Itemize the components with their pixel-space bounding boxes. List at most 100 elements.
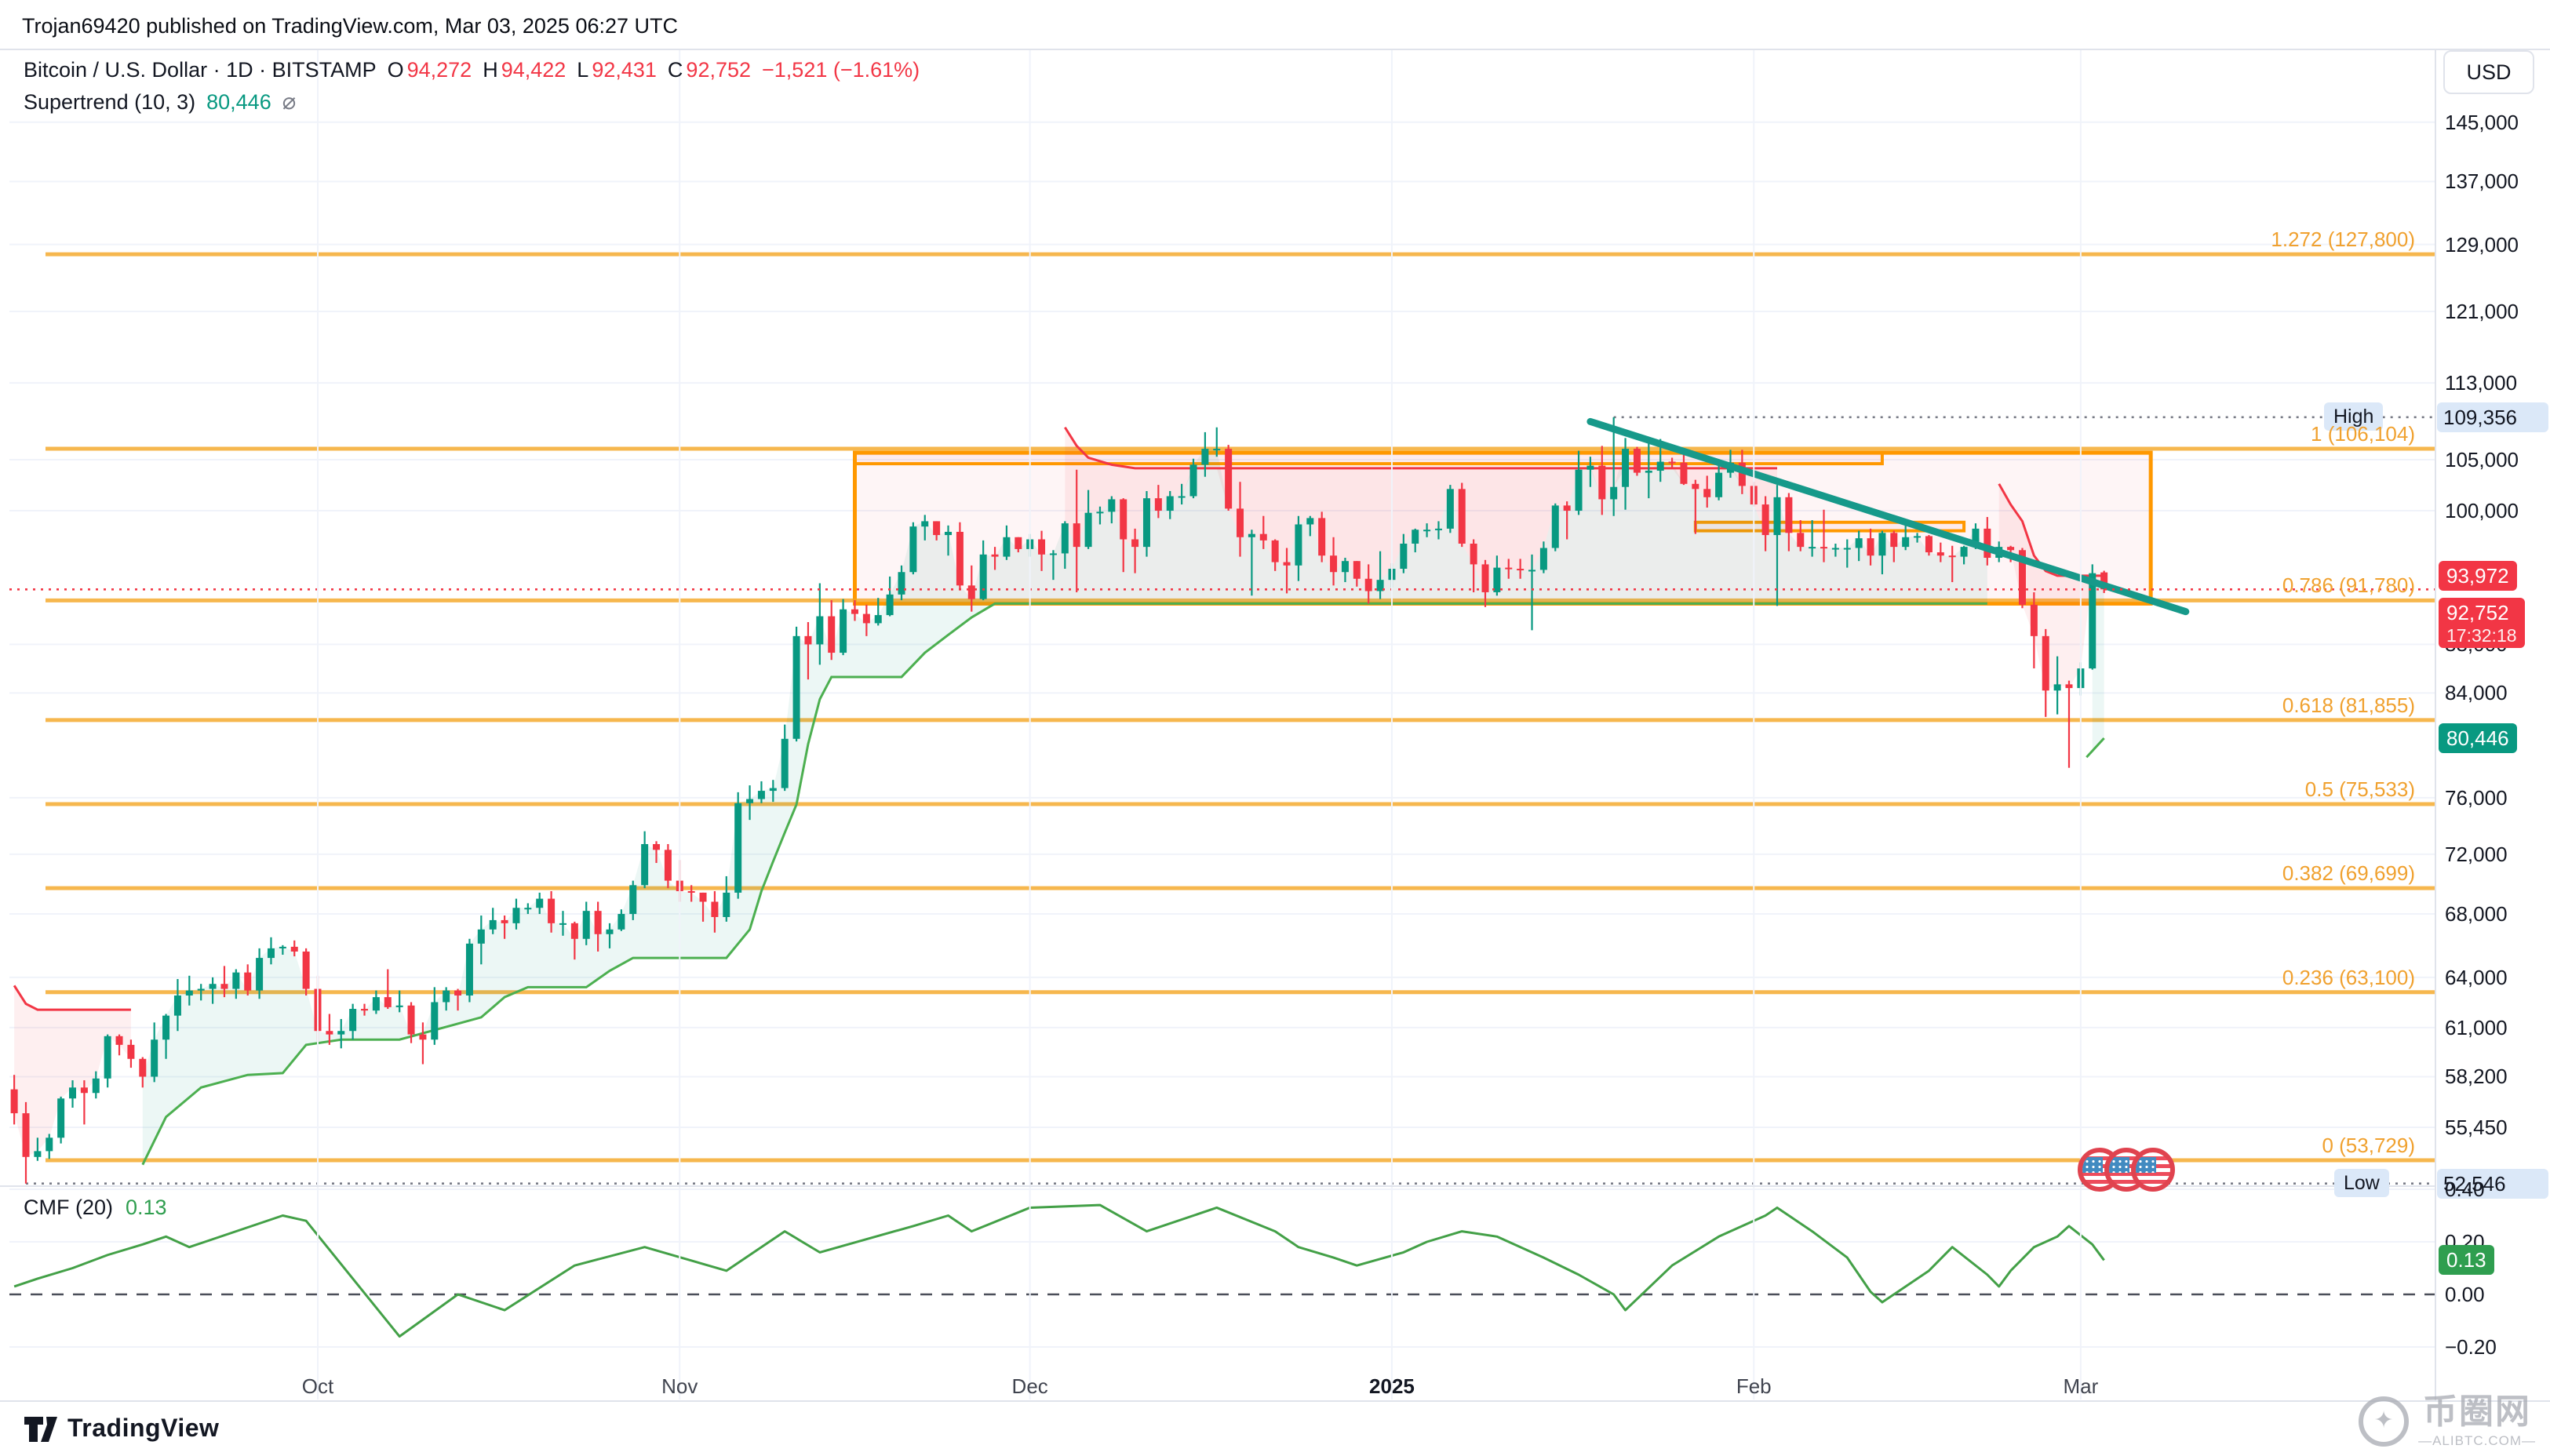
- tradingview-brand[interactable]: TradingView: [24, 1412, 219, 1443]
- candle-body: [1738, 462, 1746, 486]
- supertrend-bear-line[interactable]: [1998, 483, 2104, 577]
- candle-body: [1225, 449, 1233, 509]
- candle-body: [1283, 562, 1291, 566]
- price-axis-label[interactable]: 113,000: [2445, 371, 2518, 395]
- candle-body: [1773, 497, 1781, 536]
- price-axis-highlight[interactable]: 109,356: [2437, 402, 2548, 432]
- candle-body: [653, 843, 661, 850]
- time-axis-label[interactable]: Dec: [1011, 1374, 1048, 1398]
- candle-body: [2065, 684, 2073, 689]
- cmf-name[interactable]: CMF (20): [24, 1196, 113, 1219]
- candle-body: [1493, 567, 1501, 592]
- time-axis-label[interactable]: Nov: [661, 1374, 698, 1398]
- price-axis-label[interactable]: 84,000: [2445, 681, 2508, 705]
- supertrend-bear-line[interactable]: [13, 985, 131, 1011]
- price-axis-highlight[interactable]: 52,546: [2437, 1168, 2548, 1199]
- candle-body: [512, 908, 520, 923]
- price-axis-label[interactable]: 55,450: [2445, 1115, 2508, 1139]
- candle-body: [361, 1009, 369, 1011]
- candle-body: [1295, 524, 1302, 566]
- price-axis-label[interactable]: 61,000: [2445, 1015, 2508, 1039]
- trendline[interactable]: [1586, 417, 2190, 616]
- open-value: 94,272: [406, 58, 472, 82]
- price-axis-label[interactable]: 68,000: [2445, 902, 2508, 926]
- supertrend-bear-line[interactable]: [1064, 426, 1777, 470]
- candle-body: [2053, 684, 2061, 691]
- candle-body: [1458, 489, 1466, 544]
- pane-separator[interactable]: [0, 1185, 2435, 1187]
- candle-body: [979, 554, 987, 599]
- price-axis-label[interactable]: 105,000: [2445, 448, 2519, 471]
- fib-level-label: 0.5 (75,533): [2304, 777, 2415, 802]
- candle-body: [1353, 561, 1361, 579]
- main-pane[interactable]: [9, 121, 2435, 1185]
- candle-body: [840, 609, 847, 653]
- hide-indicator-icon[interactable]: ⌀: [282, 89, 297, 115]
- indicator-legend[interactable]: Supertrend (10, 3) 80,446 ⌀: [24, 88, 296, 115]
- candle-body: [1189, 464, 1197, 497]
- candle-body: [2030, 604, 2038, 636]
- price-axis-label[interactable]: 129,000: [2445, 232, 2519, 257]
- cmf-line[interactable]: [13, 1203, 2105, 1338]
- candle-body: [1575, 469, 1583, 511]
- fib-level-label: 0.786 (91,780): [2282, 573, 2415, 598]
- candle-body: [2018, 550, 2026, 605]
- candle-body: [582, 911, 590, 939]
- candle-body: [1551, 505, 1559, 548]
- candle-body: [57, 1098, 65, 1138]
- price-axis-label[interactable]: 72,000: [2445, 842, 2508, 866]
- candle-body: [536, 898, 544, 908]
- candle-body: [162, 1015, 170, 1040]
- cmf-axis-label[interactable]: −0.20: [2445, 1335, 2497, 1359]
- price-axis-label[interactable]: 145,000: [2445, 110, 2519, 134]
- site-watermark: ✦ 币圈网 —ALIBTC.COM—: [2359, 1395, 2536, 1447]
- candle-body: [431, 1002, 439, 1040]
- time-axis-label[interactable]: Feb: [1736, 1374, 1772, 1398]
- fib-level-label: 0.618 (81,855): [2282, 693, 2415, 717]
- candle-body: [1948, 555, 1956, 558]
- candle-body: [290, 946, 298, 952]
- candle-body: [886, 594, 894, 616]
- candle-body: [80, 1087, 88, 1094]
- symbol-title[interactable]: Bitcoin / U.S. Dollar · 1D · BITSTAMP: [24, 58, 377, 82]
- candle-body: [699, 892, 707, 902]
- price-axis-label[interactable]: 76,000: [2445, 785, 2508, 810]
- time-axis-label[interactable]: 2025: [1369, 1374, 1415, 1398]
- supertrend-bull-line[interactable]: [2086, 737, 2105, 759]
- candle-body: [1096, 511, 1104, 514]
- candle-body: [349, 1009, 357, 1032]
- candle-body: [1517, 569, 1525, 571]
- candle-body: [851, 609, 858, 614]
- cmf-axis-label[interactable]: 0.00: [2445, 1283, 2485, 1306]
- candle-body: [1972, 528, 1980, 548]
- price-axis-label[interactable]: 100,000: [2445, 499, 2519, 523]
- time-axis-label[interactable]: Oct: [301, 1374, 334, 1398]
- candle-body: [1038, 539, 1046, 555]
- candle-body: [1201, 449, 1209, 465]
- cmf-axis-label[interactable]: 0.40: [2445, 1178, 2485, 1201]
- price-axis-label[interactable]: 64,000: [2445, 965, 2508, 989]
- published-byline: Trojan69420 published on TradingView.com…: [22, 14, 679, 38]
- cmf-legend[interactable]: CMF (20) 0.13: [24, 1196, 167, 1220]
- low-value: 92,431: [592, 58, 657, 82]
- candle-body: [69, 1087, 77, 1099]
- candle-body: [46, 1138, 53, 1152]
- currency-axis-button[interactable]: USD: [2443, 50, 2534, 94]
- price-axis-label[interactable]: 137,000: [2445, 169, 2519, 194]
- time-axis-label[interactable]: Mar: [2063, 1374, 2099, 1398]
- candle-body: [2089, 573, 2096, 669]
- price-axis-label[interactable]: 58,200: [2445, 1065, 2508, 1089]
- supertrend-bear-fill: [14, 985, 131, 1157]
- candle-body: [1003, 537, 1011, 557]
- candle-body: [1061, 523, 1069, 554]
- cmf-pane[interactable]: [9, 1188, 2435, 1348]
- supertrend-name[interactable]: Supertrend (10, 3): [24, 90, 196, 114]
- price-axis-label[interactable]: 121,000: [2445, 299, 2519, 323]
- us-flag-event-icon[interactable]: [2131, 1147, 2176, 1192]
- candle-body: [559, 923, 566, 925]
- supertrend-bull-line[interactable]: [141, 602, 1987, 1166]
- high-label: H: [483, 58, 498, 82]
